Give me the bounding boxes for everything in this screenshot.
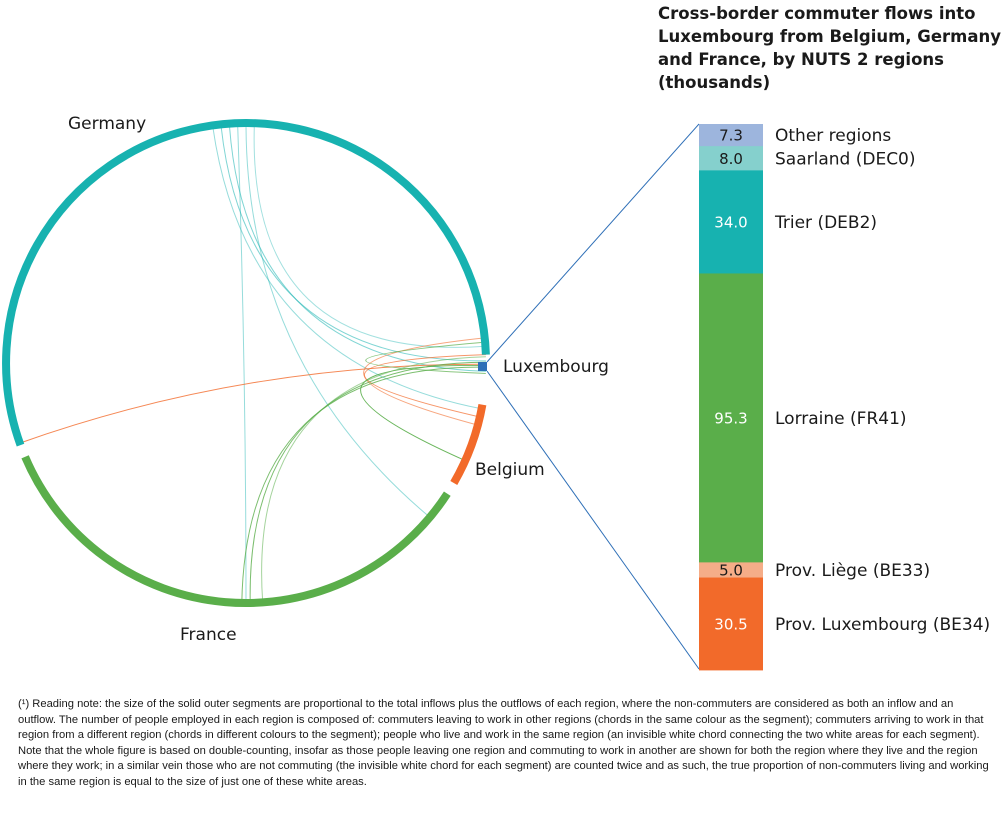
zoom-line-top <box>486 123 700 363</box>
chord-belgium <box>19 363 487 444</box>
region-arcs <box>2 119 490 607</box>
chord-germany <box>237 123 247 604</box>
chord-germany <box>228 123 486 372</box>
region-label-luxembourg: Luxembourg <box>503 357 609 377</box>
bar-segment <box>699 273 763 563</box>
chord-france <box>360 364 487 462</box>
region-label-france: France <box>180 625 237 645</box>
bar-category-label: Lorraine (FR41) <box>775 409 907 429</box>
region-label-germany: Germany <box>68 114 146 134</box>
chord-germany <box>212 125 482 410</box>
bar-segment <box>699 562 763 578</box>
chord-germany <box>220 124 487 362</box>
arc-germany <box>2 119 490 447</box>
zoom-line-bottom <box>486 370 700 670</box>
chord-diagram-figure: Germany Luxembourg Belgium France 7.3 Oth… <box>2 114 990 671</box>
bar-value-label: 34.0 <box>714 213 747 231</box>
chord-belgium <box>364 354 486 418</box>
chord-germany <box>245 122 431 518</box>
bar-category-label: Prov. Liège (BE33) <box>775 561 930 581</box>
bar-value-label: 30.5 <box>714 615 747 633</box>
bar-category-label: Other regions <box>775 126 891 146</box>
luxembourg-segment <box>478 362 487 371</box>
bar-value-label: 8.0 <box>719 150 743 168</box>
bar-value-label: 95.3 <box>714 409 747 427</box>
chords <box>19 122 487 604</box>
reading-note: (¹) Reading note: the size of the solid … <box>18 698 989 788</box>
arc-france <box>21 455 451 607</box>
arc-belgium <box>450 403 487 486</box>
bar-segment <box>699 124 763 147</box>
chord-france <box>261 356 486 603</box>
bar-segment <box>699 577 763 671</box>
bar-category-label: Trier (DEB2) <box>774 213 877 233</box>
zoom-connector-lines <box>486 123 700 670</box>
chord-belgium <box>363 337 485 426</box>
chart-title: Cross-border commuter flows into Luxembo… <box>658 4 1002 92</box>
bar-category-label: Saarland (DEC0) <box>775 149 916 169</box>
chord-france <box>365 341 486 374</box>
bar-segment <box>699 170 763 274</box>
bar-category-label: Prov. Luxembourg (BE34) <box>775 615 990 635</box>
stacked-bar: 7.3 Other regions 8.0 Saarland (DEC0) 34.0 Tr… <box>699 124 990 671</box>
bar-value-label: 5.0 <box>719 562 743 580</box>
bar-segment <box>699 146 763 171</box>
region-label-belgium: Belgium <box>475 460 545 480</box>
bar-value-label: 7.3 <box>719 127 743 145</box>
